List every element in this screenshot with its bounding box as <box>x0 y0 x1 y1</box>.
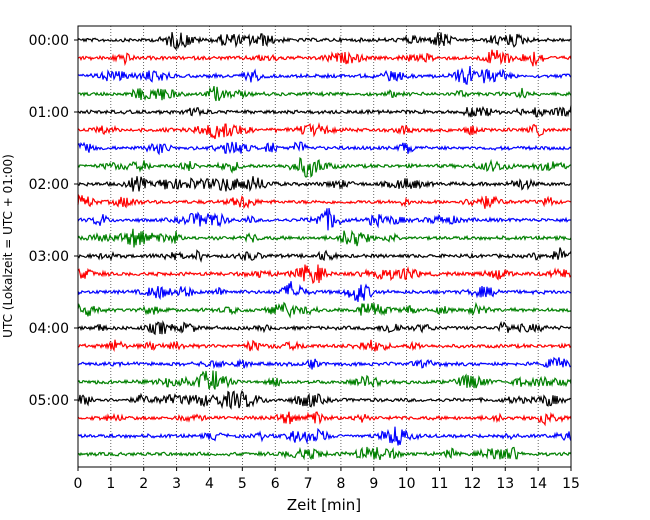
x-tick-label: 11 <box>431 476 449 492</box>
y-axis-ticks: 00:00 01:00 02:00 03:00 04:00 05:00 <box>29 33 78 409</box>
x-axis-ticks: 0 1 2 3 4 5 6 7 8 9 10 11 12 13 14 15 <box>74 467 580 492</box>
x-tick-label: 2 <box>139 476 148 492</box>
x-tick-label: 13 <box>496 476 514 492</box>
x-axis-label: Zeit [min] <box>287 496 361 514</box>
trace-0215 <box>77 194 572 210</box>
y-tick-label: 03:00 <box>29 249 69 265</box>
trace-0345 <box>77 301 572 319</box>
trace-0330 <box>77 281 572 302</box>
y-axis-label: UTC (Lokalzeit = UTC + 01:00) <box>1 154 15 338</box>
trace-0100 <box>77 105 572 118</box>
trace-0515 <box>77 411 572 427</box>
x-tick-label: 8 <box>336 476 345 492</box>
x-tick-label: 9 <box>369 476 378 492</box>
trace-0415 <box>77 339 572 353</box>
x-tick-label: 3 <box>172 476 181 492</box>
x-tick-label: 1 <box>106 476 115 492</box>
trace-0115 <box>77 122 572 140</box>
trace-0300 <box>77 247 572 263</box>
x-tick-label: 6 <box>271 476 280 492</box>
y-tick-label: 05:00 <box>29 393 69 409</box>
trace-0500 <box>77 390 572 410</box>
plot-frame <box>77 25 572 468</box>
x-tick-label: 15 <box>562 476 580 492</box>
trace-0045 <box>77 85 572 102</box>
trace-0545 <box>77 446 572 461</box>
trace-0000 <box>77 32 572 51</box>
trace-0400 <box>77 319 572 336</box>
trace-0015 <box>77 49 572 67</box>
x-tick-label: 12 <box>463 476 481 492</box>
trace-0430 <box>77 356 572 370</box>
trace-0145 <box>77 157 572 178</box>
x-tick-label: 10 <box>398 476 416 492</box>
trace-series <box>77 32 572 461</box>
trace-0530 <box>77 426 572 446</box>
trace-0130 <box>77 141 572 156</box>
x-tick-label: 0 <box>74 476 83 492</box>
x-tick-label: 7 <box>304 476 313 492</box>
y-tick-label: 01:00 <box>29 105 69 121</box>
y-tick-label: 04:00 <box>29 321 69 337</box>
trace-0230 <box>77 207 572 231</box>
trace-0445 <box>77 370 572 390</box>
x-tick-label: 4 <box>205 476 214 492</box>
x-tick-label: 5 <box>238 476 247 492</box>
trace-0245 <box>77 228 572 248</box>
trace-0200 <box>77 176 572 193</box>
x-tick-label: 14 <box>529 476 547 492</box>
y-tick-label: 02:00 <box>29 177 69 193</box>
y-tick-label: 00:00 <box>29 33 69 49</box>
trace-0030 <box>77 66 572 85</box>
trace-0315 <box>77 264 572 285</box>
